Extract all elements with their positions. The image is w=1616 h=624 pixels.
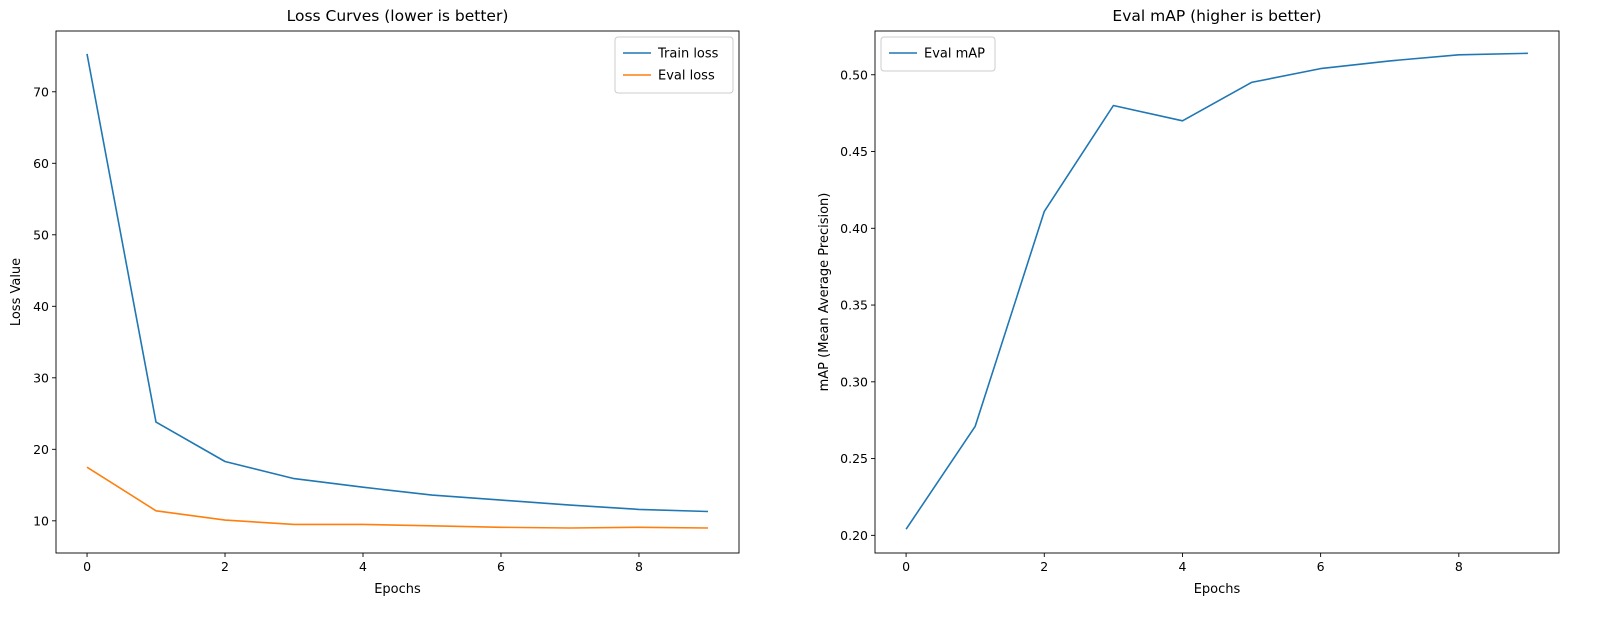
- y-tick-label: 60: [33, 156, 49, 171]
- x-tick-label: 8: [1455, 559, 1463, 574]
- x-tick-label: 0: [83, 559, 91, 574]
- series-line-0: [86, 53, 709, 513]
- legend-label: Train loss: [657, 47, 719, 62]
- x-tick-label: 2: [221, 559, 229, 574]
- x-tick-label: 0: [902, 559, 910, 574]
- series-line-0: [905, 52, 1528, 530]
- chart-title: Loss Curves (lower is better): [287, 7, 509, 25]
- legend: Eval mAP: [880, 36, 996, 72]
- x-axis-label: Epochs: [374, 582, 421, 597]
- x-tick-label: 4: [359, 559, 367, 574]
- legend: Train loss Eval loss: [614, 36, 734, 94]
- y-tick-label: 10: [33, 513, 49, 528]
- y-tick-label: 0.25: [840, 451, 868, 466]
- y-tick-label: 0.20: [840, 528, 868, 543]
- y-tick-label: 0.50: [840, 67, 868, 82]
- x-axis-label: Epochs: [1194, 582, 1241, 597]
- y-tick-label: 0.40: [840, 221, 868, 236]
- plot-frame: [874, 30, 1560, 554]
- series-line-1: [86, 466, 709, 529]
- x-tick-label: 6: [1317, 559, 1325, 574]
- legend-label: Eval loss: [658, 69, 715, 84]
- map-chart: Eval mAP (higher is better) 0 2 4 6 8 0.20 0.25…: [817, 7, 1560, 597]
- y-tick-label: 0.45: [840, 144, 868, 159]
- x-tick-label: 8: [635, 559, 643, 574]
- x-tick-label: 4: [1178, 559, 1186, 574]
- y-tick-label: 70: [33, 84, 49, 99]
- y-axis-label: mAP (Mean Average Precision): [817, 193, 832, 392]
- legend-box: [614, 36, 734, 94]
- x-tick-label: 2: [1040, 559, 1048, 574]
- y-tick-label: 40: [33, 299, 49, 314]
- y-tick-label: 30: [33, 370, 49, 385]
- y-axis-label: Loss Value: [9, 258, 24, 326]
- loss-chart: Loss Curves (lower is better) 0 2 4 6 8 10 20 30…: [9, 7, 740, 597]
- y-tick-label: 20: [33, 442, 49, 457]
- y-tick-label: 0.30: [840, 374, 868, 389]
- x-tick-label: 6: [497, 559, 505, 574]
- plot-frame: [55, 30, 740, 554]
- y-tick-label: 50: [33, 227, 49, 242]
- chart-title: Eval mAP (higher is better): [1112, 7, 1321, 25]
- legend-box: [880, 36, 996, 72]
- y-tick-label: 0.35: [840, 298, 868, 313]
- legend-label: Eval mAP: [924, 47, 985, 62]
